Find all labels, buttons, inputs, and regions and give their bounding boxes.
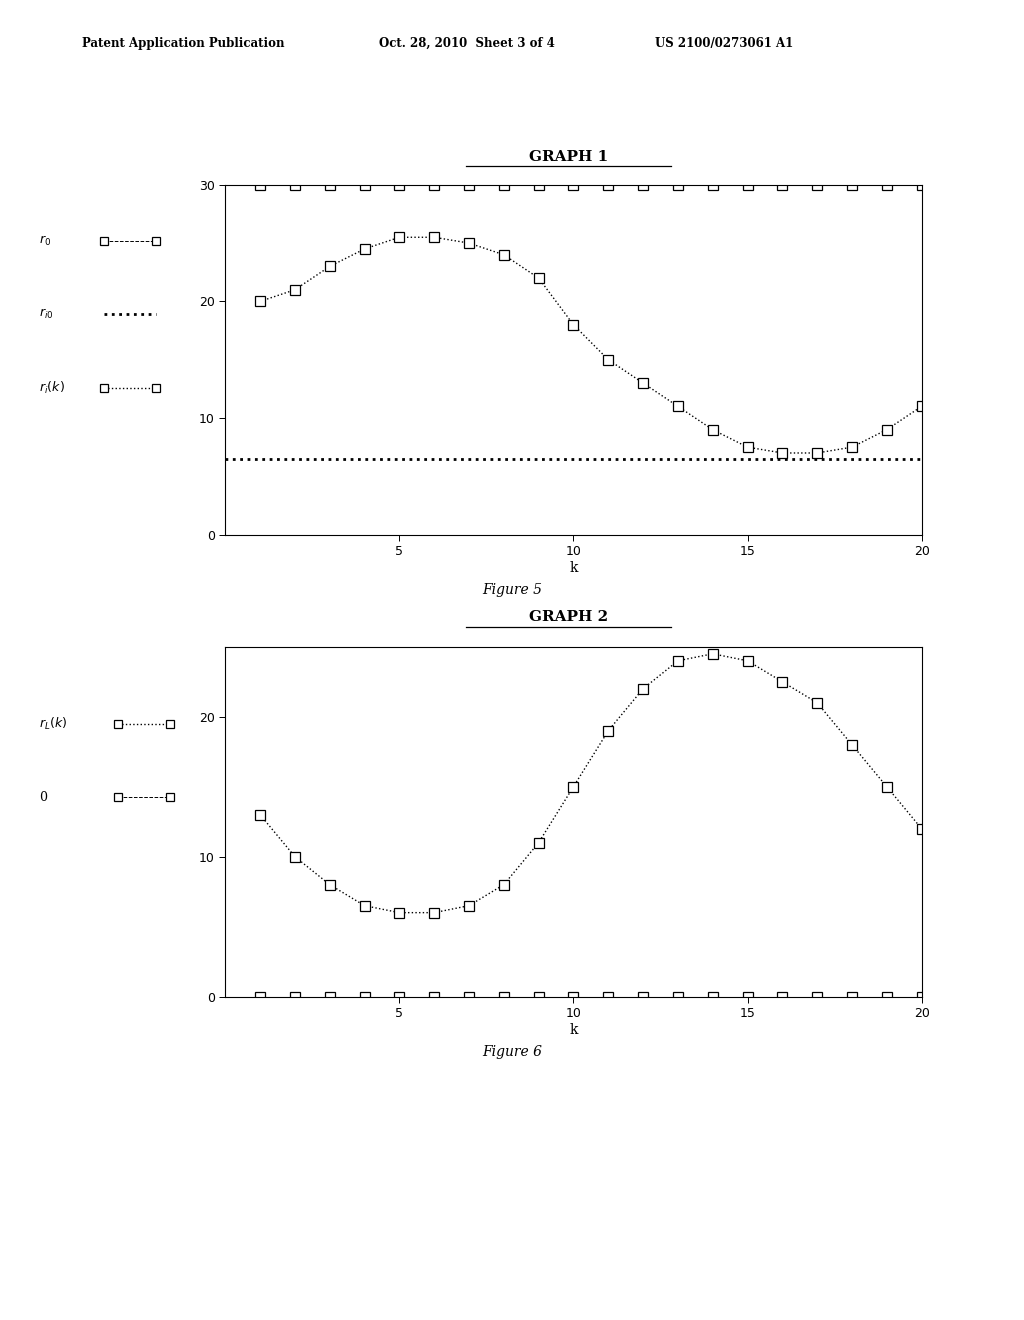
Text: Figure 6: Figure 6 xyxy=(482,1045,542,1060)
Text: Oct. 28, 2010  Sheet 3 of 4: Oct. 28, 2010 Sheet 3 of 4 xyxy=(379,37,555,50)
Text: $r_{i0}$: $r_{i0}$ xyxy=(39,308,54,321)
Text: GRAPH 1: GRAPH 1 xyxy=(528,149,608,164)
Text: 0: 0 xyxy=(39,791,47,804)
Text: US 2100/0273061 A1: US 2100/0273061 A1 xyxy=(655,37,794,50)
Text: GRAPH 2: GRAPH 2 xyxy=(528,610,608,624)
X-axis label: k: k xyxy=(569,561,578,574)
Text: Patent Application Publication: Patent Application Publication xyxy=(82,37,285,50)
X-axis label: k: k xyxy=(569,1023,578,1036)
Text: $r_i(k)$: $r_i(k)$ xyxy=(39,380,66,396)
Text: $r_L(k)$: $r_L(k)$ xyxy=(39,715,68,731)
Text: $r_0$: $r_0$ xyxy=(39,234,51,248)
Text: Figure 5: Figure 5 xyxy=(482,583,542,598)
